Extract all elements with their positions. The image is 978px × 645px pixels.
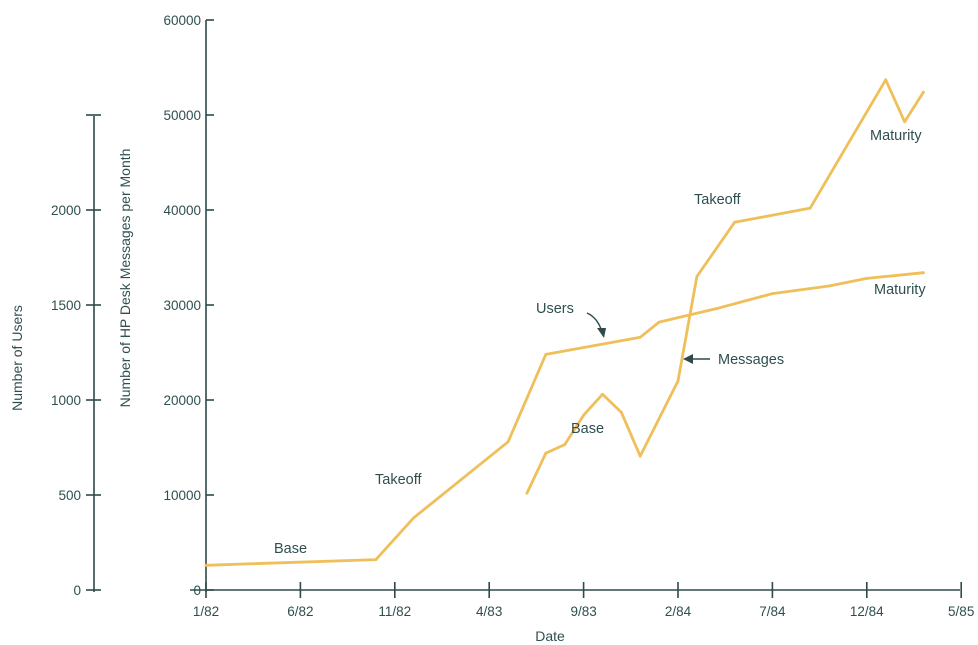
series-layer — [204, 78, 925, 567]
point-messages — [601, 392, 604, 396]
users-axis-ticks: 0 500 1000 1500 2000 — [51, 114, 101, 598]
users-tick-label: 2000 — [51, 203, 81, 218]
messages-tick-label: 50000 — [163, 108, 201, 123]
users-axis-title: Number of Users — [9, 305, 25, 411]
messages-tick-label: 30000 — [163, 298, 201, 313]
messages-axis-title: Number of HP Desk Messages per Month — [117, 149, 133, 408]
messages-tick-label: 40000 — [163, 203, 201, 218]
users-tick-label: 1500 — [51, 298, 81, 313]
point-users — [412, 516, 416, 520]
point-users — [657, 320, 661, 324]
users-tick-label: 1000 — [51, 393, 81, 408]
point-messages — [525, 491, 529, 495]
x-axis: 1/82 6/82 11/82 4/83 9/83 2/84 7/84 12/84 5/85 — [190, 582, 974, 619]
point-users — [922, 271, 925, 275]
point-messages — [733, 220, 736, 224]
messages-tick-label: 10000 — [163, 488, 201, 503]
x-tick-label: 9/83 — [570, 604, 596, 619]
point-users — [714, 307, 718, 311]
annotation-base: Base — [274, 541, 307, 557]
users-arrow — [586, 312, 606, 338]
point-users — [827, 284, 831, 288]
users-axis: 0 500 1000 1500 2000 — [51, 114, 101, 598]
point-messages — [676, 379, 680, 383]
x-tick-label: 5/85 — [948, 604, 974, 619]
users-tick-label: 0 — [73, 583, 81, 598]
annotation-base: Base — [571, 421, 604, 437]
point-messages — [638, 454, 642, 458]
point-messages — [695, 275, 699, 278]
series-line-messages — [525, 78, 925, 495]
annotation-takeoff: Takeoff — [375, 472, 422, 488]
messages-tick-label: 20000 — [163, 393, 201, 408]
annotation-maturity: Maturity — [870, 128, 922, 144]
series-users — [204, 271, 925, 567]
point-users — [506, 440, 510, 444]
users-tick-label: 500 — [58, 488, 81, 503]
point-messages — [563, 443, 567, 446]
x-tick-label: 12/84 — [850, 604, 884, 619]
x-tick-label: 7/84 — [759, 604, 786, 619]
x-tick-label: 1/82 — [193, 604, 219, 619]
point-users — [865, 277, 869, 280]
annotation-users: Users — [536, 301, 574, 317]
point-users — [771, 292, 774, 295]
point-users — [204, 563, 208, 567]
point-users — [374, 558, 378, 561]
x-tick-label: 11/82 — [378, 604, 411, 619]
series-messages — [525, 78, 925, 495]
annotation-takeoff: Takeoff — [694, 192, 741, 208]
point-users — [544, 353, 548, 356]
x-tick-label: 6/82 — [287, 604, 313, 619]
series-line-users — [204, 271, 925, 567]
messages-tick-label: 60000 — [163, 13, 201, 28]
annotation-messages: Messages — [718, 352, 784, 368]
point-messages — [620, 411, 623, 414]
point-messages — [544, 451, 548, 455]
messages-arrow — [683, 354, 710, 364]
point-users — [638, 335, 642, 339]
annotation-maturity: Maturity — [874, 282, 926, 298]
point-messages — [903, 120, 906, 124]
annotations: Base Takeoff Users Base Messages Takeoff Matur… — [274, 128, 926, 557]
point-messages — [582, 413, 585, 417]
point-messages — [884, 78, 888, 82]
messages-axis: 0100002000030000400005000060000 — [163, 13, 214, 598]
point-messages — [922, 90, 925, 94]
x-tick-label: 4/83 — [476, 604, 502, 619]
x-axis-ticks: 1/82 6/82 11/82 4/83 9/83 2/84 7/84 12/84 5/85 — [193, 582, 974, 619]
x-tick-label: 2/84 — [665, 604, 692, 619]
point-messages — [808, 206, 812, 210]
x-axis-title: Date — [535, 628, 565, 644]
